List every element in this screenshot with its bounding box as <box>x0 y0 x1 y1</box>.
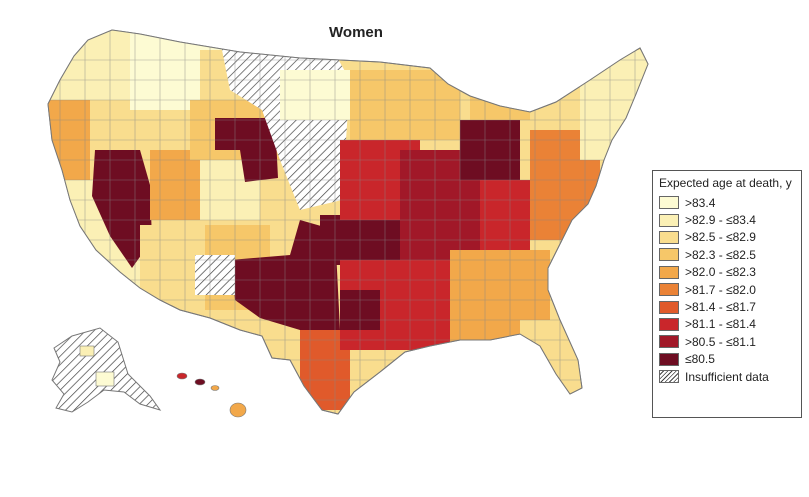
contiguous-us-outline <box>47 29 649 415</box>
legend-label: >80.5 - ≤81.1 <box>685 334 756 349</box>
legend-label: Insufficient data <box>685 369 769 384</box>
legend-label: >81.7 - ≤82.0 <box>685 282 756 297</box>
legend-swatch <box>659 265 679 279</box>
legend-label: >83.4 <box>685 195 716 210</box>
region-utah <box>150 150 205 220</box>
region-plains-light <box>280 70 350 120</box>
region-ohio-valley <box>460 120 520 180</box>
legend-swatch <box>659 230 679 244</box>
legend-swatch <box>659 283 679 297</box>
legend-entry: >80.5 - ≤81.1 <box>659 333 801 350</box>
region-wyoming-dark <box>215 118 278 182</box>
legend-swatch <box>659 300 679 314</box>
region-new-england <box>580 50 648 160</box>
legend-label: >82.5 - ≤82.9 <box>685 230 756 245</box>
legend-swatch <box>659 370 679 384</box>
region-texas-hatch <box>195 255 235 295</box>
legend-entry: >81.1 - ≤81.4 <box>659 316 801 333</box>
legend-swatch <box>659 213 679 227</box>
region-nevada <box>92 150 152 268</box>
alaska <box>51 327 162 413</box>
legend-entry: >83.4 <box>659 194 801 211</box>
legend-swatch <box>659 196 679 210</box>
county-borders <box>48 30 648 414</box>
legend-entry: >81.4 - ≤81.7 <box>659 298 801 315</box>
legend-title: Expected age at death, y <box>659 176 792 190</box>
legend-entry: >82.0 - ≤82.3 <box>659 264 801 281</box>
legend: Expected age at death, y >83.4 >82.9 - ≤8… <box>652 170 802 418</box>
legend-label: >82.3 - ≤82.5 <box>685 247 756 262</box>
legend-label: >82.0 - ≤82.3 <box>685 265 756 280</box>
legend-label: >81.1 - ≤81.4 <box>685 317 756 332</box>
legend-entry: ≤80.5 <box>659 351 801 368</box>
map-title: Women <box>329 24 383 41</box>
legend-swatch <box>659 248 679 262</box>
legend-label: >81.4 - ≤81.7 <box>685 300 756 315</box>
legend-entry: >81.7 - ≤82.0 <box>659 281 801 298</box>
hawaii <box>176 372 247 418</box>
legend-entry: >82.3 - ≤82.5 <box>659 246 801 263</box>
legend-label: ≤80.5 <box>685 352 715 367</box>
alaska-southeast <box>95 371 115 387</box>
alaska-northwest <box>79 345 95 357</box>
legend-entry: >82.9 - ≤83.4 <box>659 211 801 228</box>
region-midwest-north <box>350 70 460 140</box>
legend-label: >82.9 - ≤83.4 <box>685 213 756 228</box>
legend-swatch <box>659 317 679 331</box>
legend-swatch <box>659 352 679 366</box>
legend-swatch <box>659 335 679 349</box>
legend-entry: Insufficient data <box>659 368 801 385</box>
legend-entries: >83.4 >82.9 - ≤83.4 >82.5 - ≤82.9 >82.3 - ≤… <box>659 194 801 385</box>
legend-entry: >82.5 - ≤82.9 <box>659 229 801 246</box>
